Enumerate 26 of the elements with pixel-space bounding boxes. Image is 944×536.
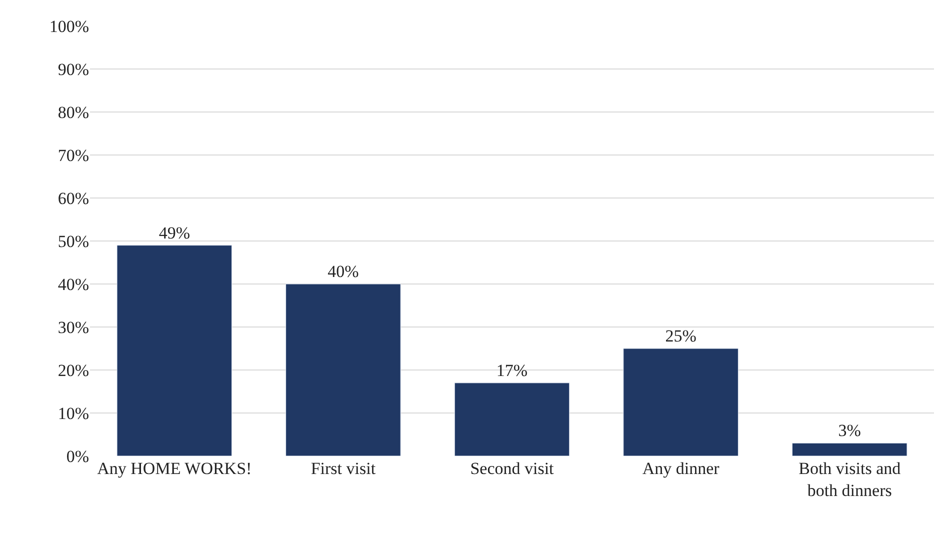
bar xyxy=(454,382,570,456)
y-tick-label: 20% xyxy=(58,360,89,380)
bar xyxy=(286,284,401,456)
data-label: 25% xyxy=(665,326,696,346)
x-tick-label: Any HOME WORKS! xyxy=(97,459,252,478)
bar xyxy=(792,442,908,456)
y-tick-label: 40% xyxy=(58,274,89,294)
y-tick-label: 90% xyxy=(58,60,89,79)
y-tick-label: 80% xyxy=(58,102,89,122)
y-tick-label: 60% xyxy=(58,188,89,208)
y-tick-label: 10% xyxy=(58,404,89,423)
x-tick-label: Both visits and both dinners xyxy=(798,459,902,500)
x-tick-label: Any dinner xyxy=(642,459,720,478)
y-tick-label: 30% xyxy=(58,318,89,337)
x-tick-label: First visit xyxy=(310,459,376,478)
data-label: 3% xyxy=(838,421,861,440)
y-tick-label: 70% xyxy=(58,146,89,165)
y-tick-label: 0% xyxy=(66,446,89,466)
data-label: 49% xyxy=(158,223,190,242)
x-tick-label: Second visit xyxy=(470,459,554,478)
y-tick-label: 100% xyxy=(49,16,89,36)
data-label: 17% xyxy=(496,360,528,380)
y-tick-label: 50% xyxy=(58,232,89,251)
data-label: 40% xyxy=(328,262,359,281)
bar xyxy=(623,348,738,456)
bar xyxy=(116,245,232,456)
